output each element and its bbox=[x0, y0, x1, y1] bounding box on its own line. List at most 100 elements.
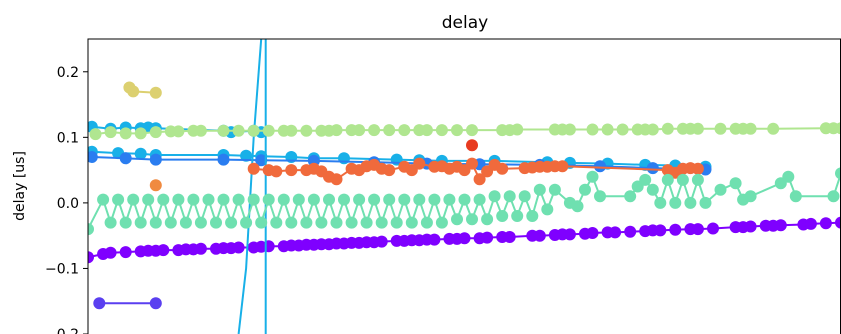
data-point bbox=[691, 162, 704, 175]
data-point bbox=[684, 196, 697, 209]
data-point bbox=[511, 123, 524, 136]
data-point bbox=[217, 124, 230, 137]
plot-area bbox=[88, 39, 841, 334]
data-point bbox=[345, 216, 358, 229]
data-point bbox=[563, 123, 576, 136]
data-point bbox=[691, 223, 704, 236]
data-point bbox=[88, 251, 94, 264]
data-point bbox=[240, 149, 253, 162]
series-11 bbox=[466, 139, 478, 152]
y-tick-label: −0.2 bbox=[45, 327, 79, 334]
series-8 bbox=[123, 81, 162, 99]
data-point bbox=[97, 193, 110, 206]
data-point bbox=[119, 127, 132, 140]
data-point bbox=[458, 193, 471, 206]
data-point bbox=[466, 213, 478, 226]
data-point bbox=[428, 193, 441, 206]
data-point bbox=[654, 196, 667, 209]
data-point bbox=[300, 216, 313, 229]
data-point bbox=[270, 216, 283, 229]
data-point bbox=[526, 210, 539, 222]
chart-title: delay bbox=[442, 13, 488, 33]
y-tick-label: 0.0 bbox=[57, 196, 79, 212]
data-point bbox=[225, 216, 238, 229]
data-point bbox=[338, 193, 350, 206]
data-point bbox=[481, 213, 494, 226]
data-point bbox=[789, 190, 802, 203]
data-point bbox=[172, 193, 185, 206]
data-point bbox=[119, 246, 132, 259]
data-point bbox=[255, 216, 268, 229]
data-point bbox=[383, 124, 396, 137]
data-point bbox=[232, 241, 245, 254]
data-point bbox=[142, 193, 155, 206]
data-point bbox=[330, 124, 343, 137]
series-9 bbox=[149, 179, 162, 192]
data-point bbox=[413, 157, 426, 170]
data-point bbox=[368, 124, 381, 137]
data-point bbox=[164, 216, 177, 229]
data-point bbox=[661, 122, 674, 135]
data-point bbox=[827, 190, 840, 203]
data-point bbox=[654, 224, 667, 237]
data-point bbox=[496, 162, 509, 175]
data-point bbox=[624, 225, 637, 238]
data-point bbox=[691, 122, 704, 135]
data-point bbox=[466, 124, 478, 137]
data-point bbox=[646, 123, 659, 136]
data-point bbox=[240, 216, 253, 229]
data-point bbox=[413, 193, 426, 206]
data-point bbox=[270, 165, 283, 178]
data-point bbox=[466, 157, 478, 170]
data-point bbox=[112, 193, 125, 206]
series-7 bbox=[89, 122, 841, 141]
data-point bbox=[194, 242, 207, 255]
data-point bbox=[835, 122, 841, 135]
data-point bbox=[217, 193, 230, 206]
data-point bbox=[262, 240, 275, 253]
data-point bbox=[676, 173, 689, 186]
data-point bbox=[646, 183, 659, 196]
data-point bbox=[533, 183, 546, 196]
y-tick-label: 0.2 bbox=[57, 65, 79, 81]
data-point bbox=[247, 162, 260, 175]
data-point bbox=[571, 200, 584, 213]
data-point bbox=[541, 203, 554, 216]
data-point bbox=[496, 210, 509, 222]
data-point bbox=[451, 124, 463, 137]
data-point bbox=[88, 223, 94, 236]
data-point bbox=[172, 125, 185, 138]
data-point bbox=[533, 229, 546, 242]
y-tick-label: 0.1 bbox=[57, 130, 79, 146]
data-point bbox=[609, 226, 622, 239]
data-point bbox=[217, 153, 230, 166]
data-point bbox=[835, 167, 841, 180]
data-point bbox=[93, 297, 106, 310]
series-line bbox=[237, 39, 263, 334]
data-point bbox=[104, 246, 117, 259]
data-point bbox=[398, 193, 411, 206]
data-point bbox=[691, 173, 704, 186]
data-point bbox=[646, 162, 659, 175]
data-point bbox=[774, 219, 787, 232]
data-point bbox=[149, 216, 162, 229]
data-point bbox=[398, 124, 411, 137]
data-point bbox=[149, 179, 162, 192]
data-point bbox=[714, 122, 727, 135]
data-point bbox=[202, 193, 215, 206]
data-point bbox=[511, 210, 524, 222]
data-point bbox=[157, 193, 170, 206]
data-point bbox=[782, 170, 795, 183]
data-point bbox=[232, 124, 245, 137]
data-point bbox=[187, 193, 200, 206]
data-point bbox=[390, 216, 403, 229]
data-point bbox=[466, 139, 478, 152]
data-point bbox=[473, 173, 486, 186]
data-point bbox=[383, 193, 396, 206]
data-point bbox=[353, 193, 366, 206]
data-point bbox=[375, 235, 388, 248]
data-point bbox=[262, 124, 275, 137]
data-point bbox=[247, 193, 260, 206]
series-12 bbox=[88, 167, 841, 236]
